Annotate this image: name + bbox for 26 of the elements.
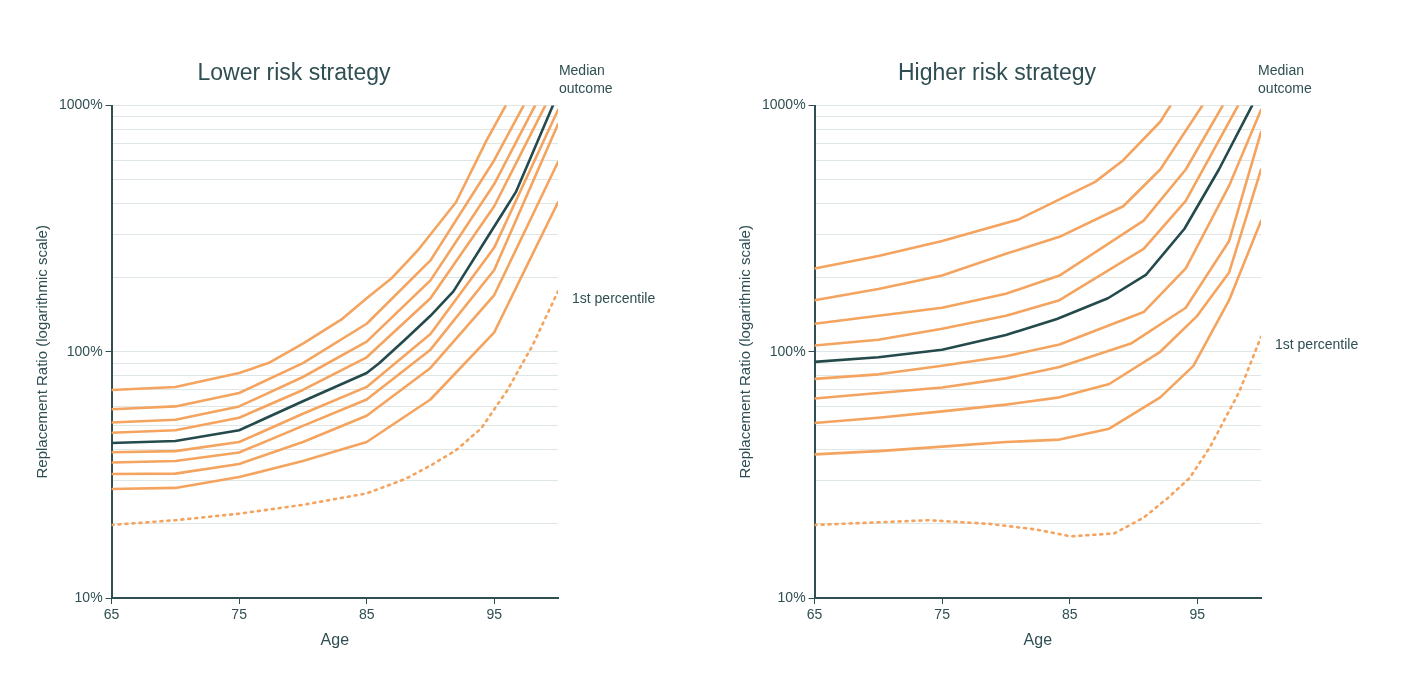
y-tick-label: 10% xyxy=(777,588,806,605)
y-axis-title: Replacement Ratio (logarithmic scale) xyxy=(736,225,754,479)
y-tick-label: 100% xyxy=(769,342,806,359)
series-label: Median outcome xyxy=(1258,62,1312,97)
x-tick-label: 85 xyxy=(358,606,375,623)
series-label: 1st percentile xyxy=(572,290,656,307)
y-tick-label: 1000% xyxy=(59,96,103,113)
x-axis-title: Age xyxy=(1023,630,1053,648)
x-tick-label: 95 xyxy=(1189,606,1206,623)
chart-title: Lower risk strategy xyxy=(197,59,391,86)
y-axis-title: Replacement Ratio (logarithmic scale) xyxy=(33,225,51,479)
y-tick-label: 10% xyxy=(74,588,103,605)
line-series xyxy=(814,335,1261,538)
y-tick-label: 1000% xyxy=(762,96,806,113)
x-tick-label: 95 xyxy=(486,606,503,623)
line-series xyxy=(111,290,558,527)
x-tick-label: 65 xyxy=(103,606,120,623)
x-tick-label: 85 xyxy=(1061,606,1078,623)
chart-title: Higher risk strategy xyxy=(897,59,1097,86)
series-label: 1st percentile xyxy=(1275,335,1359,352)
x-tick-label: 65 xyxy=(806,606,823,623)
x-tick-label: 75 xyxy=(231,606,248,623)
series-label: Median outcome xyxy=(558,62,613,97)
y-tick-label: 100% xyxy=(66,342,103,359)
x-tick-label: 75 xyxy=(934,606,951,623)
x-axis-title: Age xyxy=(320,630,350,648)
